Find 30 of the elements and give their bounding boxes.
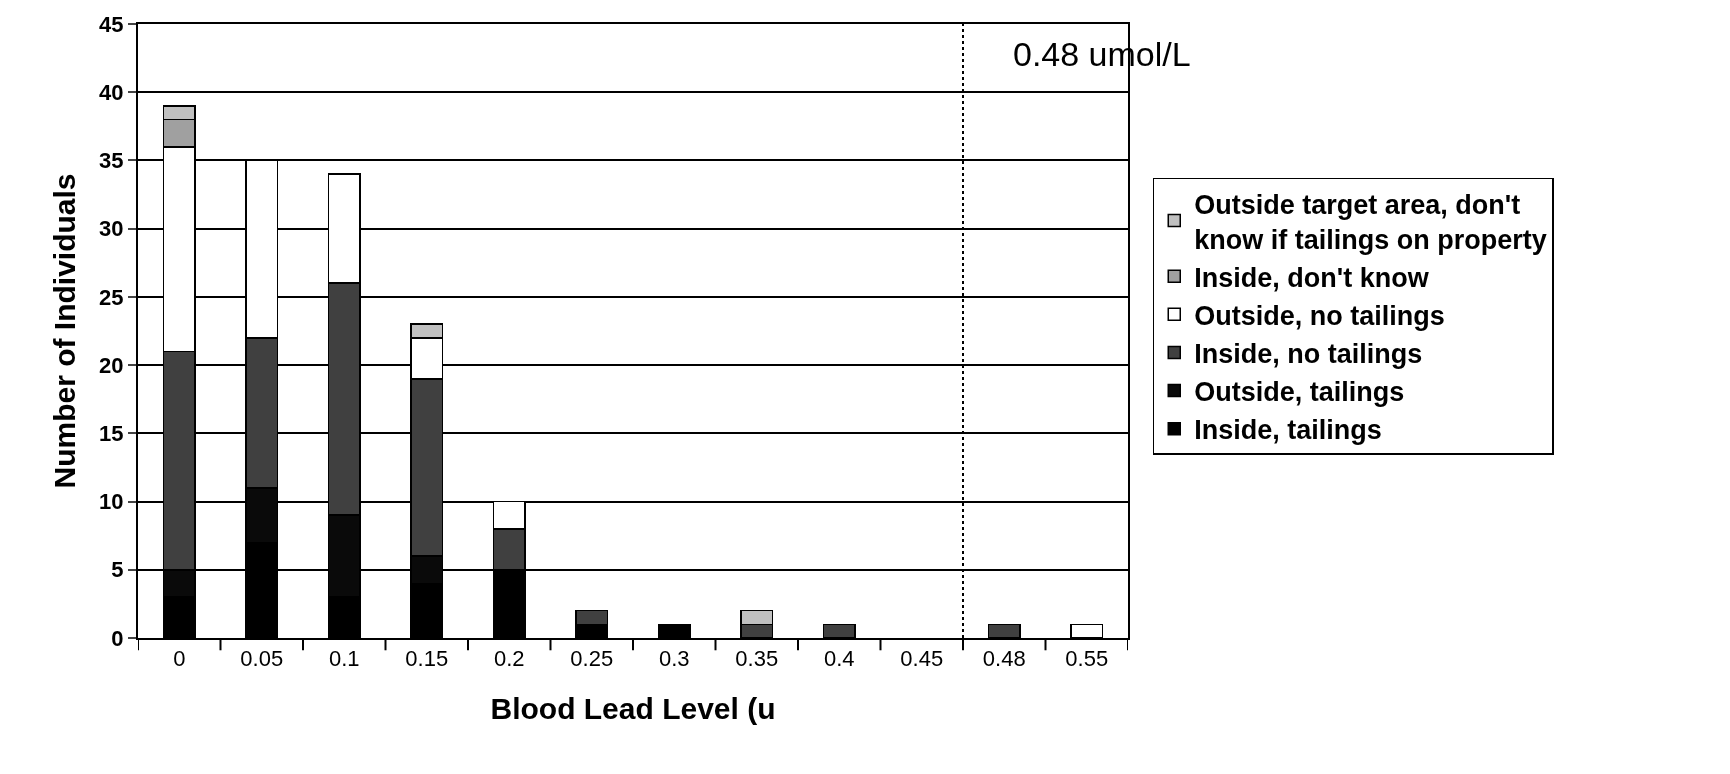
- legend-label: Outside target area, don't know if tailings on property: [1194, 189, 1547, 255]
- y-tick-label: 25: [99, 284, 124, 310]
- y-axis-title: Number of Individuals: [47, 173, 81, 489]
- x-tick-label: 0.1: [328, 646, 360, 672]
- y-tick-label: 20: [99, 352, 124, 378]
- legend-label: Inside, tailings: [1194, 415, 1382, 446]
- y-tick-label: 45: [99, 11, 124, 37]
- legend-label: Inside, no tailings: [1194, 338, 1423, 369]
- x-tick-label: 0.4: [823, 646, 855, 672]
- x-tick-label: 0.2: [493, 646, 525, 672]
- y-tick-label: 15: [99, 421, 124, 447]
- x-tick-label: 0.48: [982, 646, 1026, 672]
- x-tick-label: 0.45: [900, 646, 944, 672]
- y-tick-label: 30: [99, 216, 124, 242]
- y-tick-label: 40: [99, 79, 124, 105]
- x-tick-label: 0.15: [405, 646, 449, 672]
- x-tick-label: 0.05: [240, 646, 284, 672]
- y-tick-label: 5: [111, 557, 124, 583]
- legend-label: Inside, don't know: [1194, 262, 1430, 293]
- x-tick-label: 0.35: [735, 646, 779, 672]
- legend-label: Outside, tailings: [1194, 377, 1405, 408]
- y-tick-label: 10: [99, 489, 124, 515]
- x-axis-title: Blood Lead Level (u: [490, 692, 776, 726]
- x-tick-label: 0.25: [570, 646, 614, 672]
- x-tick-label: 0.55: [1065, 646, 1109, 672]
- x-tick-label: 0: [173, 646, 186, 672]
- y-tick-label: 35: [99, 148, 124, 174]
- y-tick-label: 0: [111, 625, 124, 651]
- x-tick-label: 0.3: [658, 646, 690, 672]
- legend-label: Outside, no tailings: [1194, 300, 1445, 331]
